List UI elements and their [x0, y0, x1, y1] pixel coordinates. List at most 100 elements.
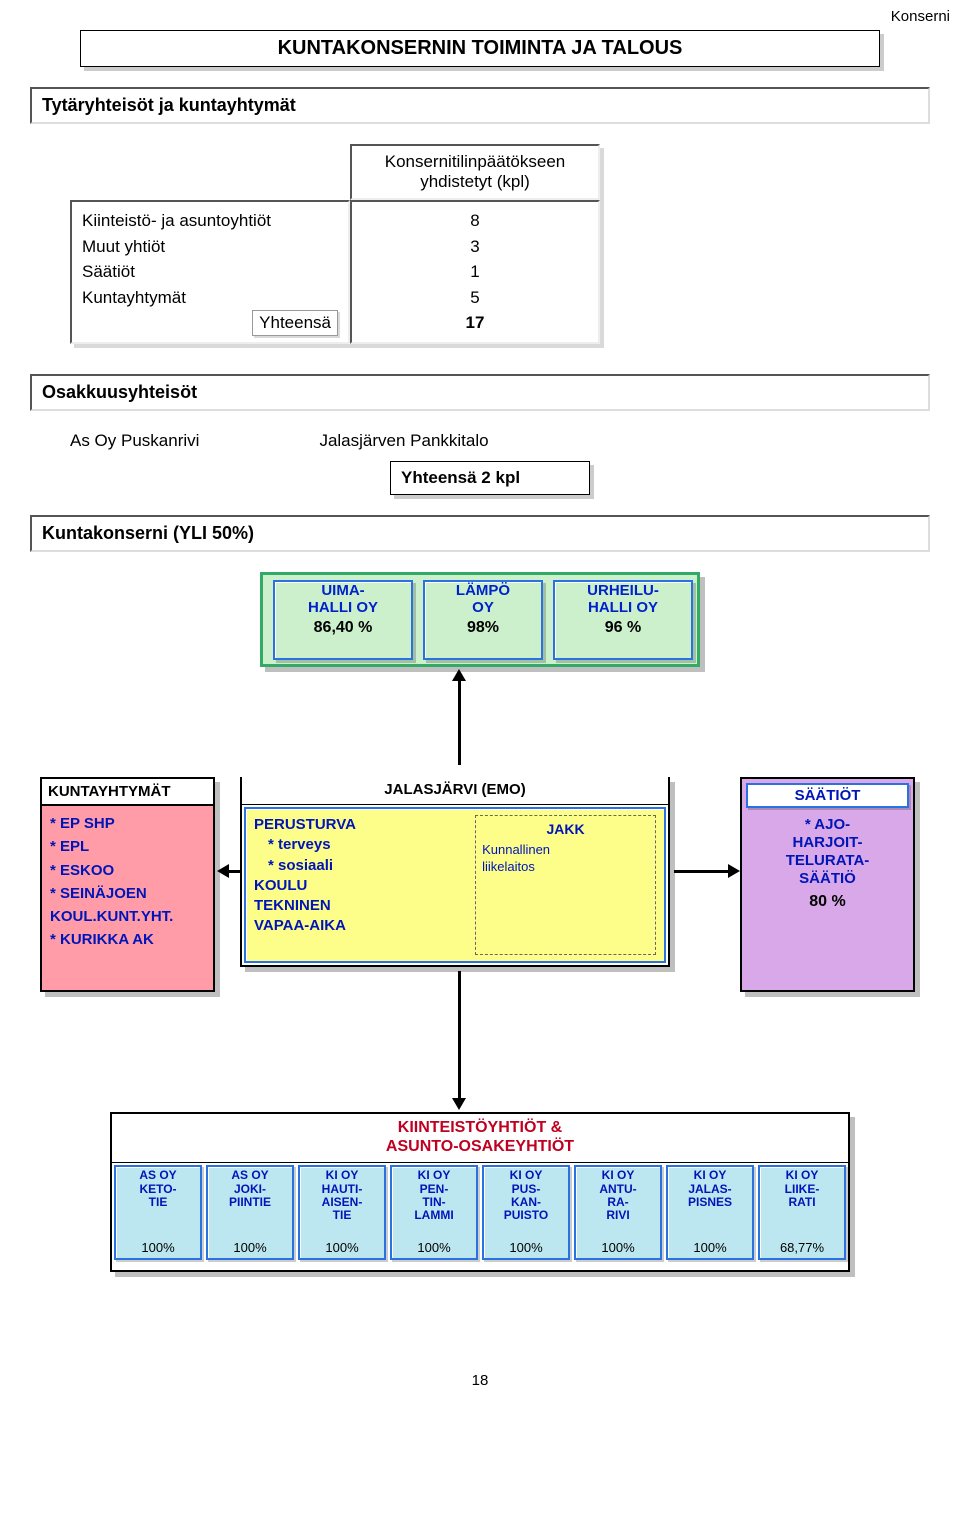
emo-line: * terveys: [268, 835, 475, 855]
table-row-label: Säätiöt: [82, 259, 338, 285]
kuntayhtymat-panel: KUNTAYHTYMÄT * EP SHP * EPL * ESKOO * SE…: [40, 777, 215, 992]
pink-line: * ESKOO: [50, 859, 205, 882]
cell-line: OY: [425, 599, 541, 616]
kiinteisto-panel: KIINTEISTÖYHTIÖT & ASUNTO-OSAKEYHTIÖT AS…: [110, 1112, 850, 1272]
cell-line: HALLI OY: [275, 599, 411, 616]
emo-line: VAPAA-AIKA: [254, 916, 475, 936]
arrowhead-icon: [452, 1098, 466, 1110]
cyan-cell: KI OYLIIKE-RATI68,77%: [758, 1165, 846, 1260]
green-cell-lampo: LÄMPÖ OY 98%: [423, 580, 543, 660]
cyan-cell-percent: 100%: [484, 1240, 568, 1258]
emo-line: PERUSTURVA: [254, 815, 475, 835]
pink-line: * EP SHP: [50, 812, 205, 835]
saatiot-panel: SÄÄTIÖT * AJO- HARJOIT- TELURATA- SÄÄTIÖ…: [740, 777, 915, 992]
table-total-value: 17: [362, 310, 588, 336]
emo-panel: JALASJÄRVI (EMO) PERUSTURVA * terveys * …: [240, 777, 670, 967]
purple-title: SÄÄTIÖT: [746, 783, 909, 808]
section-konserni-title: Kuntakonserni (YLI 50%): [30, 515, 930, 552]
cyan-cell-percent: 100%: [392, 1240, 476, 1258]
pink-title: KUNTAYHTYMÄT: [42, 779, 213, 806]
green-subsidiaries-panel: UIMA- HALLI OY 86,40 % LÄMPÖ OY 98% URHE…: [260, 572, 700, 667]
green-cell-urheilu: URHEILU- HALLI OY 96 %: [553, 580, 693, 660]
pink-line: * SEINÄJOEN: [50, 882, 205, 905]
table-row-value: 1: [362, 259, 588, 285]
cell-percent: 98%: [425, 619, 541, 637]
section-associates-title: Osakkuusyhteisöt: [30, 374, 930, 411]
page-number: 18: [30, 1372, 930, 1389]
cyan-cell-name: AS OYJOKI-PIINTIE: [208, 1167, 292, 1240]
associates-row: As Oy Puskanrivi Jalasjärven Pankkitalo: [70, 431, 930, 451]
emo-line: * sosiaali: [268, 856, 475, 876]
emo-right-line: Kunnallinen: [482, 842, 649, 859]
purple-line: TELURATA-: [750, 852, 905, 870]
green-cell-uimahalli: UIMA- HALLI OY 86,40 %: [273, 580, 413, 660]
cyan-cells-row: AS OYKETO-TIE100%AS OYJOKI-PIINTIE100%KI…: [112, 1162, 848, 1262]
cell-line: LÄMPÖ: [425, 582, 541, 599]
cyan-cell-name: KI OYPEN-TIN-LAMMI: [392, 1167, 476, 1240]
associate-name: Jalasjärven Pankkitalo: [319, 431, 488, 451]
cyan-cell-percent: 100%: [208, 1240, 292, 1258]
emo-right-title: JAKK: [482, 820, 649, 838]
emo-left-col: PERUSTURVA * terveys * sosiaali KOULU TE…: [254, 815, 475, 955]
table-total-label: Yhteensä: [252, 310, 338, 336]
associate-name: As Oy Puskanrivi: [70, 431, 199, 451]
cyan-cell: KI OYANTU-RA-RIVI100%: [574, 1165, 662, 1260]
cyan-cell-percent: 100%: [116, 1240, 200, 1258]
arrow-line: [458, 971, 461, 1100]
cyan-cell-percent: 68,77%: [760, 1240, 844, 1258]
table-row-value: 5: [362, 285, 588, 311]
emo-right-col: JAKK Kunnallinen liikelaitos: [475, 815, 656, 955]
table-row-value: 3: [362, 234, 588, 260]
cell-line: URHEILU-: [555, 582, 691, 599]
table-row-label: Kuntayhtymät: [82, 285, 338, 311]
emo-right-line: liikelaitos: [482, 859, 649, 876]
cyan-cell: AS OYJOKI-PIINTIE100%: [206, 1165, 294, 1260]
cyan-cell: KI OYPEN-TIN-LAMMI100%: [390, 1165, 478, 1260]
entity-count-table: Konsernitilinpäätökseen yhdistetyt (kpl)…: [70, 144, 930, 344]
table-row-label: Muut yhtiöt: [82, 234, 338, 260]
cell-percent: 86,40 %: [275, 619, 411, 637]
purple-line: SÄÄTIÖ: [750, 870, 905, 888]
cyan-cell-name: KI OYLIIKE-RATI: [760, 1167, 844, 1240]
table-row-label: Kiinteistö- ja asuntoyhtiöt: [82, 208, 338, 234]
main-title: KUNTAKONSERNIN TOIMINTA JA TALOUS: [80, 30, 880, 67]
cell-line: HALLI OY: [555, 599, 691, 616]
arrow-line: [458, 679, 461, 765]
arrowhead-icon: [217, 864, 229, 878]
cyan-cell-name: KI OYPUS-KAN-PUISTO: [484, 1167, 568, 1240]
pink-line: * KURIKKA AK: [50, 928, 205, 951]
table-header: Konsernitilinpäätökseen yhdistetyt (kpl): [350, 144, 600, 200]
table-row-value: 8: [362, 208, 588, 234]
purple-body: * AJO- HARJOIT- TELURATA- SÄÄTIÖ 80 %: [742, 812, 913, 915]
cell-percent: 96 %: [555, 619, 691, 637]
cyan-cell: KI OYJALAS-PISNES100%: [666, 1165, 754, 1260]
emo-title: JALASJÄRVI (EMO): [242, 777, 668, 805]
pink-body: * EP SHP * EPL * ESKOO * SEINÄJOEN KOUL.…: [42, 806, 213, 958]
associates-total: Yhteensä 2 kpl: [390, 461, 590, 495]
cyan-title: KIINTEISTÖYHTIÖT & ASUNTO-OSAKEYHTIÖT: [112, 1114, 848, 1162]
purple-line: HARJOIT-: [750, 834, 905, 852]
purple-line: * AJO-: [750, 816, 905, 834]
cyan-cell-name: KI OYHAUTI-AISEN-TIE: [300, 1167, 384, 1240]
page-header-label: Konserni: [891, 8, 950, 25]
table-labels-col: Kiinteistö- ja asuntoyhtiöt Muut yhtiöt …: [70, 200, 350, 344]
cell-line: UIMA-: [275, 582, 411, 599]
arrow-line: [674, 870, 728, 873]
cyan-cell-name: KI OYANTU-RA-RIVI: [576, 1167, 660, 1240]
cyan-cell: KI OYPUS-KAN-PUISTO100%: [482, 1165, 570, 1260]
cyan-cell: KI OYHAUTI-AISEN-TIE100%: [298, 1165, 386, 1260]
cyan-cell-percent: 100%: [576, 1240, 660, 1258]
cyan-cell-name: KI OYJALAS-PISNES: [668, 1167, 752, 1240]
cyan-cell-percent: 100%: [668, 1240, 752, 1258]
cyan-title-line: KIINTEISTÖYHTIÖT &: [398, 1119, 562, 1136]
emo-line: KOULU: [254, 876, 475, 896]
section-subsidiary-title: Tytäryhteisöt ja kuntayhtymät: [30, 87, 930, 124]
cyan-cell-name: AS OYKETO-TIE: [116, 1167, 200, 1240]
table-values-col: 8 3 1 5 17: [350, 200, 600, 344]
emo-line: TEKNINEN: [254, 896, 475, 916]
arrowhead-icon: [452, 669, 466, 681]
pink-line: KOUL.KUNT.YHT.: [50, 905, 205, 928]
cyan-cell: AS OYKETO-TIE100%: [114, 1165, 202, 1260]
pink-line: * EPL: [50, 835, 205, 858]
arrowhead-icon: [728, 864, 740, 878]
